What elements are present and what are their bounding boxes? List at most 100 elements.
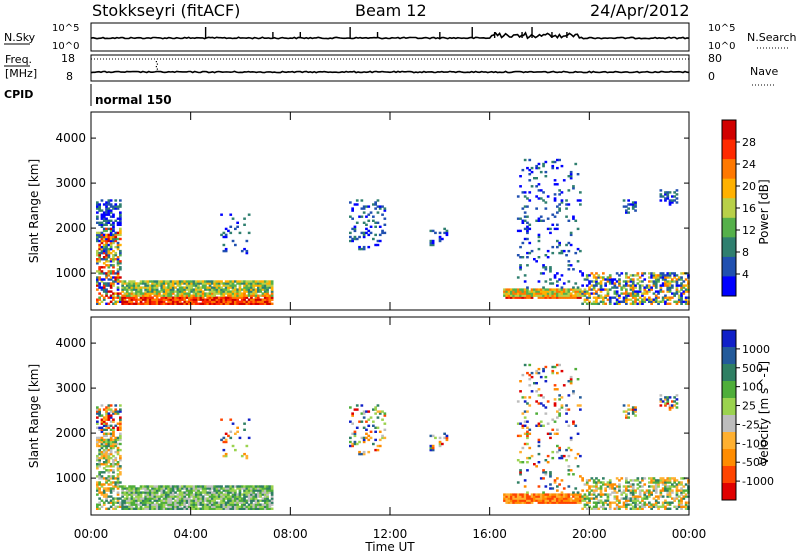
heatmap-cell [135,493,138,496]
heatmap-cell [263,505,267,508]
heatmap-cell [652,497,656,500]
heatmap-cell [270,503,274,506]
heatmap-cell [535,294,538,297]
heatmap-cell [234,493,237,496]
heatmap-cell [220,298,223,301]
colorbar-segment [722,120,736,141]
heatmap-cell [677,503,681,506]
heatmap-cell [171,485,175,488]
heatmap-cell [107,235,111,239]
heatmap-cell [162,493,166,496]
heatmap-cell [119,465,122,468]
heatmap-cell [119,410,122,413]
heatmap-cell [204,499,207,502]
heatmap-cell [438,442,442,446]
heatmap-cell [151,298,154,301]
heatmap-cell [618,499,621,502]
heatmap-cell [664,507,667,510]
heatmap-cell [583,483,587,486]
heatmap-cell [668,276,672,279]
heatmap-cell [130,491,134,494]
heatmap-cell [176,497,180,500]
heatmap-cell [197,292,200,295]
heatmap-cell [539,493,543,496]
heatmap-cell [551,294,555,297]
heatmap-cell [128,493,131,496]
heatmap-cell [551,369,555,373]
heatmap-cell [211,282,214,285]
heatmap-cell [657,495,660,498]
heatmap-cell [181,286,184,289]
heatmap-cell [254,505,258,508]
heatmap-cell [613,497,617,500]
heatmap-cell [362,440,366,444]
heatmap-cell [572,495,575,498]
heatmap-cell [604,294,607,297]
heatmap-cell [270,294,274,297]
heatmap-cell [381,410,384,413]
heatmap-cell [592,288,596,291]
heatmap-cell [201,491,205,494]
heatmap-cell [556,245,559,249]
heatmap-cell [567,189,571,192]
heatmap-cell [142,286,145,289]
heatmap-cell [668,493,672,496]
heatmap-cell [376,199,380,202]
heatmap-cell [576,260,580,263]
heatmap-cell [533,292,536,295]
heatmap-cell [503,497,506,500]
heatmap-cell [116,410,120,413]
heatmap-cell [100,444,104,448]
heatmap-cell [530,495,534,498]
heatmap-cell [257,290,260,293]
heatmap-cell [243,487,246,490]
heatmap-cell [636,274,640,277]
heatmap-cell [567,424,571,427]
heatmap-cell [579,497,582,500]
heatmap-cell [634,203,637,206]
heatmap-cell [107,266,111,269]
heatmap-cell [169,507,173,510]
heatmap-cell [98,448,101,452]
heatmap-cell [243,223,246,226]
heatmap-cell [434,231,437,235]
heatmap-cell [135,497,138,500]
heatmap-cell [618,278,621,281]
heatmap-cell [551,223,555,226]
heatmap-cell [572,422,575,425]
heatmap-cell [135,290,138,293]
heatmap-cell [254,507,258,510]
heatmap-cell [510,497,513,500]
heatmap-cell [125,284,129,287]
heatmap-cell [349,235,352,239]
heatmap-cell [174,280,177,283]
heatmap-cell [100,258,104,261]
heatmap-cell [119,404,122,407]
heatmap-cell [652,300,656,303]
heatmap-cell [217,491,221,494]
heatmap-cell [590,284,594,287]
heatmap-cell [250,300,253,303]
heatmap-cell [220,485,223,488]
heatmap-cell [112,485,115,488]
heatmap-cell [243,290,246,293]
heatmap-cell [261,300,265,303]
heatmap-cell [556,363,559,367]
heatmap-cell [266,282,269,285]
heatmap-cell [204,485,207,488]
heatmap-cell [112,412,115,415]
heatmap-cell [675,278,679,281]
heatmap-cell [119,233,122,237]
heatmap-cell [519,185,522,188]
heatmap-cell [243,491,246,494]
heatmap-cell [381,205,384,208]
heatmap-cell [188,489,191,492]
heatmap-cell [661,296,665,299]
heatmap-cell [687,276,690,279]
heatmap-cell [194,507,198,510]
heatmap-cell [100,404,104,407]
heatmap-cell [569,469,573,472]
heatmap-cell [98,414,101,417]
heatmap-cell [199,280,203,283]
